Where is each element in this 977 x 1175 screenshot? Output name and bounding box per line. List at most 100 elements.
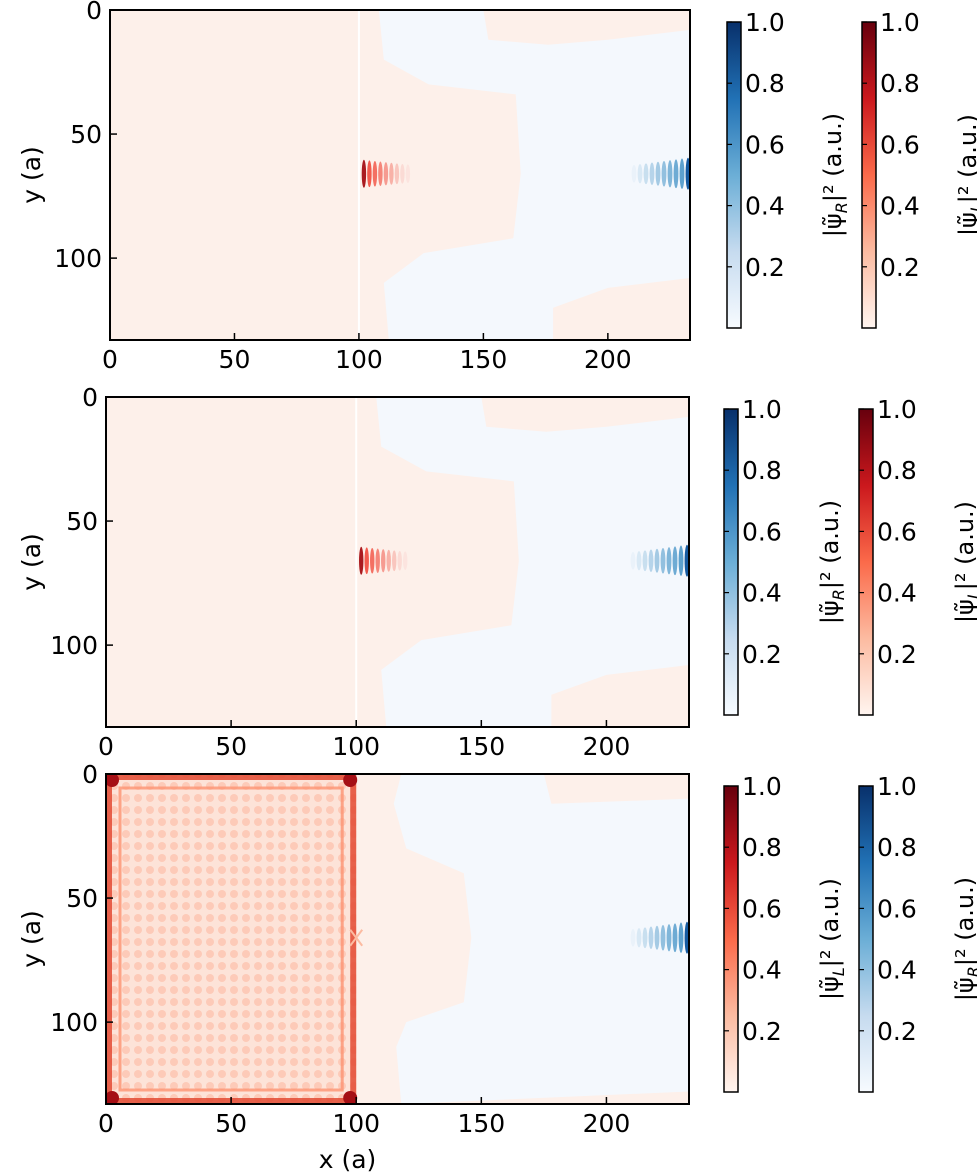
blue-wave-fringe (636, 928, 642, 948)
colorbar-R: 0.2 0.4 0.6 0.8 1.0 |ψ̃R|² (a.u.) (726, 8, 851, 329)
blue-wave-fringe (630, 928, 636, 947)
colorbar-tick-label: 1.0 (742, 395, 782, 424)
panels-layer: 0 50 100 150 200 0 50 100 y (a) 0.2 0.4 0.6 0.8 1.0 |ψ… (17, 0, 977, 1174)
colorbar-gradient (861, 21, 877, 329)
colorbar-gradient (726, 21, 742, 329)
blue-wave-fringe (649, 162, 655, 185)
blue-wave-fringe (673, 159, 679, 189)
red-wave-fringe (394, 163, 400, 185)
blue-wave-fringe (672, 546, 678, 576)
x-tick-label: 200 (584, 345, 632, 374)
standing-wave-corner (343, 774, 358, 787)
blue-wave-fringe (667, 160, 673, 188)
colorbar-tick-label: 0.2 (877, 1017, 917, 1046)
blue-wave-fringe (666, 924, 672, 952)
red-wave-fringe (381, 549, 386, 573)
colorbar-tick-label: 0.6 (742, 517, 782, 546)
colorbar-tick-label: 0.4 (880, 192, 920, 221)
red-wave-fringe (372, 160, 378, 187)
y-tick-label: 50 (66, 507, 98, 536)
colorbar-gradient (723, 408, 739, 716)
blue-wave-fringe (660, 924, 666, 951)
red-wave-fringe (403, 551, 408, 570)
colorbar-tick-label: 0.8 (877, 833, 917, 862)
colorbar-gradient (858, 785, 874, 1093)
y-tick-label: 50 (66, 884, 98, 913)
panel-bottom: 0 50 100 150 200 0 50 100 y (a) x (a) 0.2 0.4 0.6 0.8… (17, 760, 977, 1174)
colorbar-gradient (723, 785, 739, 1093)
heatmap-right-region (393, 774, 689, 1104)
blue-wave-fringe (648, 926, 654, 949)
red-wave-fringe (405, 164, 411, 183)
x-tick-label: 100 (332, 1109, 380, 1138)
red-wave-fringe (386, 549, 391, 572)
blue-wave-fringe (672, 923, 678, 953)
x-axis-label: x (a) (319, 1145, 377, 1174)
blue-wave-fringe (630, 551, 636, 570)
red-wave-fringe (389, 162, 394, 185)
red-wave-fringe (375, 548, 380, 573)
colorbar-label: |ψ̃L|² (a.u.) (954, 114, 977, 236)
x-tick-label: 50 (215, 1109, 247, 1138)
blue-wave-fringe (660, 547, 666, 574)
colorbar-tick-label: 0.2 (880, 253, 920, 282)
colorbar-tick-label: 1.0 (745, 8, 785, 37)
panel-top: 0 50 100 150 200 0 50 100 y (a) 0.2 0.4 0.6 0.8 1.0 |ψ… (17, 0, 977, 374)
colorbar-tick-label: 0.6 (877, 517, 917, 546)
colorbar-label: |ψ̃R|² (a.u.) (951, 877, 977, 1001)
blue-wave-fringe (666, 547, 672, 575)
colorbar-tick-label: 0.2 (742, 640, 782, 669)
blue-wave-fringe (679, 158, 685, 189)
panel-middle: 0 50 100 150 200 0 50 100 y (a) 0.2 0.4 0.6 0.8 1.0 |ψ… (17, 383, 977, 761)
colorbar-tick-label: 0.4 (877, 579, 917, 608)
axes-frame (105, 773, 690, 1105)
heatmap-image (106, 774, 689, 1104)
blue-wave-fringe (636, 551, 642, 571)
colorbar-tick-label: 0.8 (880, 69, 920, 98)
red-wave-fringe (383, 162, 389, 186)
colorbar-tick-label: 0.6 (742, 894, 782, 923)
colorbar-tick-label: 0.8 (742, 456, 782, 485)
blue-wave-fringe (684, 544, 689, 577)
colorbar-L: 0.2 0.4 0.6 0.8 1.0 |ψ̃L|² (a.u.) (861, 8, 977, 329)
colorbar-tick-label: 0.6 (745, 130, 785, 159)
colorbar-tick-label: 1.0 (880, 8, 920, 37)
red-wave-fringe (367, 160, 372, 188)
colorbar-label: |ψ̃R|² (a.u.) (819, 113, 851, 237)
x-tick-label: 0 (98, 1109, 114, 1138)
y-axis-label: y (a) (17, 910, 46, 968)
colorbar-tick-label: 0.4 (745, 192, 785, 221)
interface-cross (349, 929, 364, 947)
heatmap-image (110, 10, 690, 340)
colorbar-tick-label: 1.0 (877, 772, 917, 801)
colorbar-tick-label: 0.4 (742, 956, 782, 985)
y-tick-label: 0 (86, 0, 102, 25)
colorbar-label: |ψ̃R|² (a.u.) (816, 500, 848, 624)
colorbar-tick-label: 1.0 (742, 772, 782, 801)
blue-wave-fringe (643, 163, 649, 185)
blue-wave-fringe (631, 164, 637, 183)
colorbar-label: |ψ̃L|² (a.u.) (951, 501, 977, 623)
colorbar-R: 0.2 0.4 0.6 0.8 1.0 |ψ̃R|² (a.u.) (858, 772, 977, 1093)
x-tick-label: 0 (102, 345, 118, 374)
red-wave-fringe (397, 550, 402, 571)
colorbar-L: 0.2 0.4 0.6 0.8 1.0 |ψ̃L|² (a.u.) (723, 772, 848, 1093)
blue-wave-fringe (655, 161, 661, 186)
x-tick-label: 50 (215, 732, 247, 761)
red-wave-fringe (361, 159, 367, 188)
blue-wave-fringe (654, 548, 660, 573)
x-tick-label: 200 (583, 1109, 631, 1138)
colorbar-label: |ψ̃L|² (a.u.) (816, 878, 848, 1000)
heatmap-right-region (376, 397, 689, 727)
colorbar-tick-label: 0.4 (742, 579, 782, 608)
y-axis-label: y (a) (17, 533, 46, 591)
colorbar-L: 0.2 0.4 0.6 0.8 1.0 |ψ̃L|² (a.u.) (858, 395, 977, 716)
y-tick-label: 50 (70, 120, 102, 149)
y-tick-label: 0 (82, 383, 98, 412)
standing-wave-region (106, 774, 357, 1104)
colorbar-tick-label: 0.8 (745, 69, 785, 98)
blue-wave-fringe (661, 160, 667, 187)
colorbar-tick-label: 0.8 (877, 456, 917, 485)
x-tick-label: 0 (98, 732, 114, 761)
